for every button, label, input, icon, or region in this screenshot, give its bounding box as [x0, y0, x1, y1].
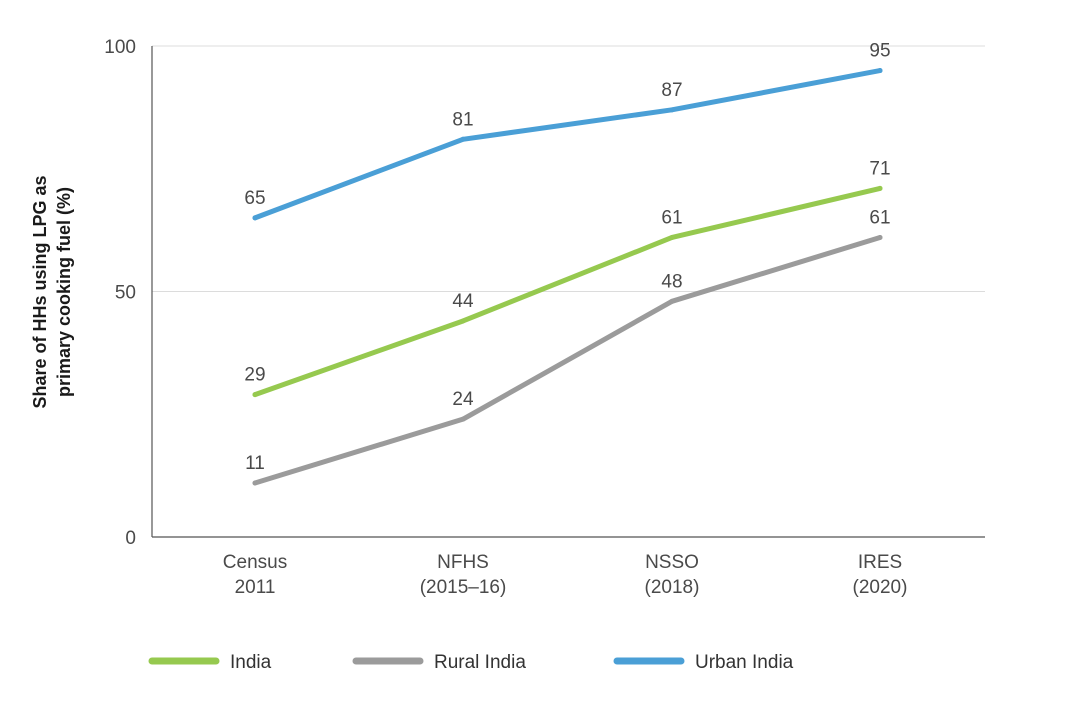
data-point-rural-india	[460, 416, 466, 422]
y-tick-label: 50	[115, 283, 136, 304]
data-label-india: 61	[661, 207, 682, 228]
legend: India Rural India Urban India	[148, 652, 794, 673]
gridlines	[152, 45, 985, 292]
legend-item-india: India	[148, 652, 272, 673]
series-line-rural-india	[252, 234, 883, 486]
data-labels: 29 44 61 71 11 24 48 61 65 81 87 95	[244, 41, 890, 474]
legend-item-urban-india: Urban India	[613, 652, 794, 673]
data-point-urban-india	[460, 136, 466, 142]
y-axis-title-text: Share of HHs using LPG as primary cooking…	[30, 175, 74, 408]
data-label-india: 71	[869, 158, 890, 179]
data-label-india: 29	[244, 365, 265, 386]
data-point-rural-india	[877, 234, 883, 240]
data-point-urban-india	[669, 107, 675, 113]
legend-label: India	[230, 652, 272, 673]
data-point-india	[252, 392, 258, 398]
data-label-rural-india: 24	[452, 389, 474, 410]
legend-item-rural-india: Rural India	[352, 652, 526, 673]
data-point-rural-india	[252, 480, 258, 486]
data-label-urban-india: 65	[244, 188, 265, 209]
data-point-india	[669, 234, 675, 240]
legend-label: Urban India	[695, 652, 794, 673]
y-tick-label: 100	[104, 37, 136, 58]
x-tick-label: IRES (2020)	[853, 552, 908, 598]
y-tick-label: 0	[125, 528, 136, 549]
x-tick-label: Census 2011	[223, 552, 287, 598]
data-point-urban-india	[877, 68, 883, 74]
data-label-rural-india: 61	[869, 207, 890, 228]
data-point-india	[877, 185, 883, 191]
series-lines	[252, 68, 883, 486]
data-label-urban-india: 81	[452, 109, 473, 130]
data-point-urban-india	[252, 215, 258, 221]
y-tick-labels: 0 50 100	[104, 37, 136, 549]
legend-label: Rural India	[434, 652, 526, 673]
x-tick-label: NFHS (2015–16)	[420, 552, 507, 598]
series-line-urban-india	[252, 68, 883, 221]
data-label-rural-india: 48	[661, 271, 682, 292]
data-point-rural-india	[669, 298, 675, 304]
data-label-urban-india: 95	[869, 41, 890, 62]
data-label-urban-india: 87	[661, 80, 682, 101]
series-line-india	[252, 185, 883, 398]
x-tick-labels: Census 2011 NFHS (2015–16) NSSO (2018) IRES (20…	[223, 552, 908, 598]
axes	[151, 46, 985, 538]
data-label-india: 44	[452, 291, 474, 312]
x-tick-label: NSSO (2018)	[645, 552, 700, 598]
data-point-india	[460, 318, 466, 324]
y-axis-title: Share of HHs using LPG as primary cooking…	[30, 175, 74, 408]
data-label-rural-india: 11	[245, 453, 265, 474]
